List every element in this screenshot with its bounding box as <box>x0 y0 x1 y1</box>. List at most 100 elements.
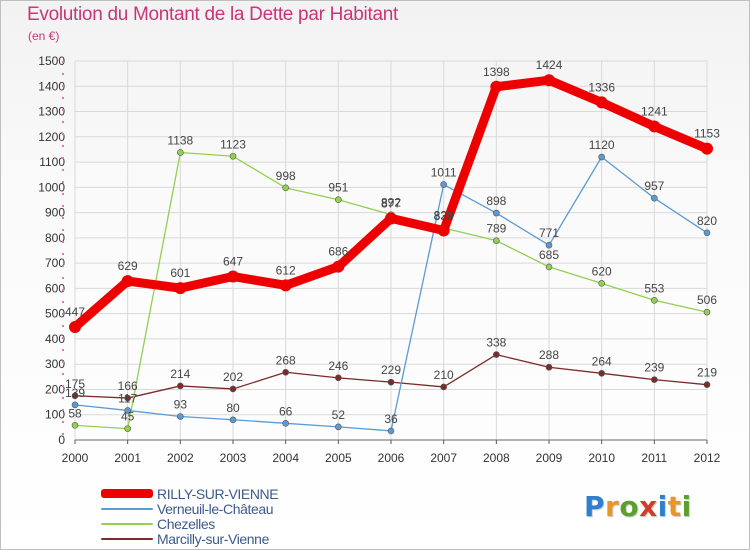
data-point <box>651 296 658 304</box>
data-label: 612 <box>276 263 296 277</box>
data-point <box>124 425 131 432</box>
data-point <box>121 275 134 288</box>
x-tick-label: 2009 <box>536 451 563 465</box>
legend-item: Chezelles <box>101 515 278 532</box>
chart-title: Evolution du Montant de la Dette par Hab… <box>27 4 398 25</box>
data-point <box>69 321 81 334</box>
data-point <box>71 392 79 400</box>
y-tick-label: 100 <box>45 408 65 422</box>
x-tick-label: 2012 <box>694 451 721 465</box>
data-point <box>387 427 395 435</box>
data-label: 58 <box>68 406 82 420</box>
data-point <box>335 374 342 382</box>
data-label: 117 <box>118 391 137 405</box>
data-label: 45 <box>121 410 135 424</box>
data-point <box>227 270 239 283</box>
y-tick-label: 1100 <box>39 155 65 169</box>
data-label: 219 <box>697 366 717 380</box>
y-tick-label: 700 <box>45 256 65 270</box>
data-point <box>493 209 500 217</box>
data-label: 957 <box>644 179 664 193</box>
logo-letter: P <box>584 490 606 523</box>
data-point <box>545 241 553 249</box>
y-tick-label: 900 <box>45 206 65 220</box>
data-label: 52 <box>332 408 346 422</box>
data-point <box>282 184 289 192</box>
data-label: 1153 <box>694 127 720 141</box>
data-point <box>387 378 395 386</box>
data-point <box>279 279 292 292</box>
data-point <box>703 381 711 388</box>
data-point <box>595 96 608 109</box>
y-tick-label: 0 <box>58 433 65 447</box>
data-label: 80 <box>226 401 240 415</box>
data-label: 601 <box>170 266 190 280</box>
legend: RILLY-SUR-VIENNE Verneuil-le-Château Cheze… <box>101 485 279 547</box>
data-label: 892 <box>381 196 401 210</box>
data-label: 553 <box>644 281 664 295</box>
data-label: 288 <box>539 348 559 362</box>
legend-label: Marcilly-sur-Vienne <box>157 530 269 547</box>
data-point <box>177 382 184 390</box>
data-point <box>335 423 342 431</box>
data-label: 820 <box>697 214 717 228</box>
logo-letter: o <box>619 490 640 523</box>
data-point <box>229 152 237 160</box>
y-tick-label: 500 <box>45 307 65 321</box>
data-point <box>71 422 79 429</box>
data-point <box>493 351 500 358</box>
legend-label: RILLY-SUR-VIENNE <box>157 485 279 502</box>
data-label: 268 <box>276 353 296 367</box>
data-point <box>651 376 658 383</box>
data-label: 36 <box>384 412 398 426</box>
data-point <box>229 416 237 424</box>
x-tick-label: 2002 <box>167 451 194 465</box>
data-label: 175 <box>65 377 85 391</box>
logo-letter: x <box>639 490 658 523</box>
logo-letter: i <box>681 490 692 523</box>
logo-letter: i <box>657 490 668 523</box>
legend-label: Chezelles <box>157 515 215 532</box>
data-label: 1011 <box>431 166 457 180</box>
y-tick-label: 1300 <box>38 105 65 119</box>
data-label: 685 <box>539 248 559 262</box>
data-point <box>440 181 447 188</box>
data-point <box>437 224 450 237</box>
y-tick-label: 1000 <box>38 180 65 194</box>
data-label: 229 <box>381 363 401 377</box>
data-point <box>543 74 555 87</box>
data-label: 239 <box>644 361 664 375</box>
data-label: 202 <box>223 370 243 384</box>
legend-item: Verneuil-le-Château <box>101 501 278 517</box>
x-tick-label: 2005 <box>325 451 352 465</box>
data-point <box>282 368 289 376</box>
y-tick-label: 1500 <box>38 54 65 68</box>
data-label: 447 <box>65 305 85 319</box>
x-tick-label: 2010 <box>588 451 615 465</box>
data-point <box>335 196 342 204</box>
data-label: 686 <box>328 245 348 259</box>
data-point <box>651 194 658 202</box>
data-point <box>177 149 184 156</box>
data-label: 877 <box>381 196 401 210</box>
data-point <box>545 363 553 371</box>
data-label: 1120 <box>589 138 615 152</box>
legend-swatch <box>101 522 153 525</box>
x-tick-label: 2000 <box>62 451 89 465</box>
legend-item: Marcilly-sur-Vienne <box>101 530 278 547</box>
data-label: 1336 <box>588 80 615 94</box>
data-label: 1398 <box>483 65 510 79</box>
logo-letter: t <box>667 490 682 523</box>
data-point <box>598 369 605 377</box>
data-label: 998 <box>276 169 296 183</box>
data-point <box>703 229 711 237</box>
axes: 0 100 200 300 400 500 600 700 800 900 1000 1100 1200… <box>38 54 720 465</box>
legend-item: RILLY-SUR-VIENNE <box>101 485 279 502</box>
data-point <box>490 80 503 93</box>
y-tick-label: 1400 <box>38 79 65 93</box>
chart-unit-label: (en €) <box>28 29 60 43</box>
data-label: 93 <box>174 398 188 412</box>
data-point <box>124 407 131 414</box>
data-label: 139 <box>65 386 85 400</box>
data-point <box>332 260 345 273</box>
